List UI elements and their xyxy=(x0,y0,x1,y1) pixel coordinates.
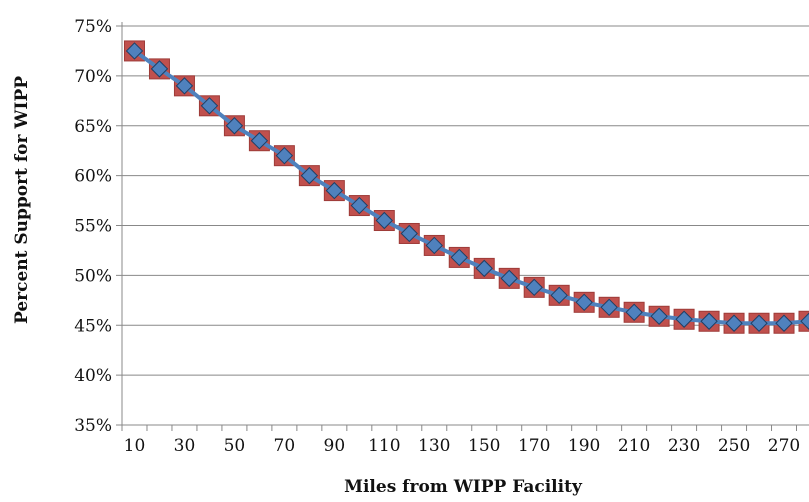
diamond-marker xyxy=(775,314,793,332)
diamond-marker xyxy=(225,117,244,135)
x-tick-label: 150 xyxy=(468,436,500,456)
y-tick-labels: 35% 40% 45% 50% 55% 60% 65% 70% 75% xyxy=(74,17,112,436)
y-tick-label: 40% xyxy=(74,366,112,386)
x-tick-label: 110 xyxy=(368,436,400,456)
x-tick-label: 270 xyxy=(768,436,800,456)
diamond-marker xyxy=(400,224,418,243)
diamond-marker xyxy=(550,286,568,305)
y-tick-label: 70% xyxy=(74,67,112,87)
diamond-marker xyxy=(350,196,369,215)
diamond-marker xyxy=(425,236,443,255)
y-tick-label: 45% xyxy=(74,316,112,336)
x-tick-label: 70 xyxy=(274,436,296,456)
x-tick-label: 190 xyxy=(568,436,600,456)
series-line xyxy=(133,49,809,326)
diamond-marker xyxy=(300,166,319,185)
x-tick-label: 250 xyxy=(718,436,750,456)
diamond-marker xyxy=(750,314,768,332)
diamond-marker xyxy=(500,269,518,288)
x-axis-title: Miles from WIPP Facility xyxy=(344,477,583,497)
x-tick-label: 210 xyxy=(618,436,650,456)
diamond-marker xyxy=(575,293,593,312)
diamond-marker xyxy=(525,278,543,297)
y-tick-label: 50% xyxy=(74,266,112,286)
x-tick-label: 50 xyxy=(224,436,246,456)
x-tick-label: 30 xyxy=(174,436,196,456)
diamond-marker xyxy=(150,60,169,78)
diamond-marker xyxy=(175,77,194,95)
diamond-marker xyxy=(450,248,468,267)
diamond-marker xyxy=(600,298,618,317)
y-tick-label: 60% xyxy=(74,167,112,187)
diamond-marker xyxy=(800,312,809,330)
x-tick-label: 130 xyxy=(418,436,450,456)
diamond-marker xyxy=(275,146,294,165)
diamond-marker xyxy=(200,97,219,115)
x-tick-label: 10 xyxy=(124,436,146,456)
diamond-marker xyxy=(625,303,643,321)
y-tick-label: 35% xyxy=(74,416,112,436)
diamond-marker xyxy=(475,259,493,278)
y-tick-label: 75% xyxy=(74,17,112,37)
diamond-marker xyxy=(250,132,269,150)
diamond-marker xyxy=(725,314,743,332)
axes xyxy=(116,22,809,431)
series-layer xyxy=(123,40,809,334)
x-tick-labels: 10 30 50 70 90 110 130 150 170 190 210 230 250 270 xyxy=(124,436,801,456)
y-axis-title: Percent Support for WIPP xyxy=(12,76,32,324)
y-tick-label: 65% xyxy=(74,117,112,137)
diamond-marker xyxy=(125,42,144,60)
diamond-marker xyxy=(375,211,394,230)
diamond-marker xyxy=(675,310,693,328)
x-tick-label: 90 xyxy=(324,436,346,456)
x-tick-label: 170 xyxy=(518,436,550,456)
diamond-marker xyxy=(325,181,344,200)
x-tick-label: 230 xyxy=(668,436,700,456)
y-tick-label: 55% xyxy=(74,217,112,237)
diamond-marker xyxy=(650,307,668,325)
diamond-marker xyxy=(700,312,718,330)
